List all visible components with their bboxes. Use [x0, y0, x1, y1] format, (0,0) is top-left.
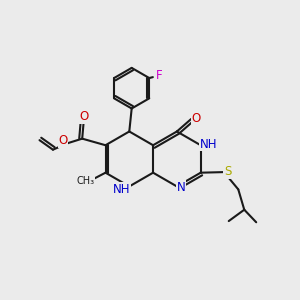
Text: O: O	[80, 110, 89, 123]
Text: F: F	[156, 69, 163, 82]
Text: CH₃: CH₃	[76, 176, 94, 186]
Text: N: N	[177, 181, 186, 194]
Text: S: S	[224, 165, 231, 178]
Text: NH: NH	[200, 137, 217, 151]
Text: NH: NH	[113, 183, 130, 196]
Text: O: O	[58, 134, 68, 147]
Text: O: O	[191, 112, 201, 125]
